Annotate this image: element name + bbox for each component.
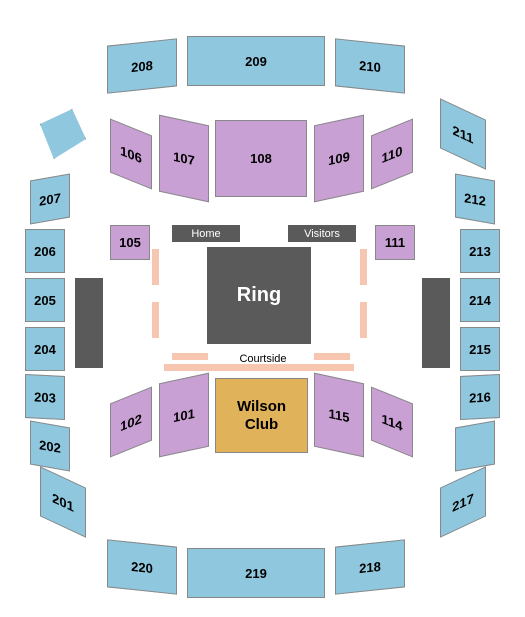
section-216[interactable]: 216 — [460, 374, 500, 420]
section-213[interactable]: 213 — [460, 229, 500, 273]
upper-corner-tl[interactable] — [40, 109, 86, 159]
section-211[interactable]: 211 — [440, 98, 486, 169]
visitors-bench: Visitors — [288, 225, 356, 242]
section-108[interactable]: 108 — [215, 120, 307, 197]
section-109[interactable]: 109 — [314, 115, 364, 203]
section-210[interactable]: 210 — [335, 38, 405, 93]
section-207[interactable]: 207 — [30, 173, 70, 224]
home-bench: Home — [172, 225, 240, 242]
ring-floor[interactable]: Ring — [207, 247, 311, 344]
courtside-label: Courtside — [218, 353, 308, 367]
section-115[interactable]: 115 — [314, 373, 364, 458]
section-203[interactable]: 203 — [25, 374, 65, 420]
section-208[interactable]: 208 — [107, 38, 177, 93]
section-202[interactable]: 202 — [30, 420, 70, 471]
section-220[interactable]: 220 — [107, 539, 177, 594]
entry-1 — [152, 302, 159, 338]
section-209[interactable]: 209 — [187, 36, 325, 86]
section-205[interactable]: 205 — [25, 278, 65, 322]
upper-blank-r[interactable] — [455, 420, 495, 471]
wilson-club[interactable]: WilsonClub — [215, 378, 308, 453]
entry-4 — [172, 353, 208, 360]
suite-1 — [422, 278, 450, 368]
section-110[interactable]: 110 — [371, 119, 413, 190]
entry-5 — [314, 353, 350, 360]
section-201[interactable]: 201 — [40, 466, 86, 537]
section-219[interactable]: 219 — [187, 548, 325, 598]
entry-2 — [360, 249, 367, 285]
section-206[interactable]: 206 — [25, 229, 65, 273]
section-111[interactable]: 111 — [375, 225, 415, 260]
section-204[interactable]: 204 — [25, 327, 65, 371]
suite-0 — [75, 278, 103, 368]
section-102[interactable]: 102 — [110, 387, 152, 458]
seating-chart: 201202203204 205 206 207 208209210 211212 213 2… — [0, 0, 525, 617]
section-101[interactable]: 101 — [159, 373, 209, 458]
section-215[interactable]: 215 — [460, 327, 500, 371]
entry-0 — [152, 249, 159, 285]
section-212[interactable]: 212 — [455, 173, 495, 224]
section-218[interactable]: 218 — [335, 539, 405, 594]
entry-3 — [360, 302, 367, 338]
section-107[interactable]: 107 — [159, 115, 209, 203]
section-106[interactable]: 106 — [110, 119, 152, 190]
section-217[interactable]: 217 — [440, 466, 486, 537]
section-214[interactable]: 214 — [460, 278, 500, 322]
section-105[interactable]: 105 — [110, 225, 150, 260]
section-114[interactable]: 114 — [371, 387, 413, 458]
